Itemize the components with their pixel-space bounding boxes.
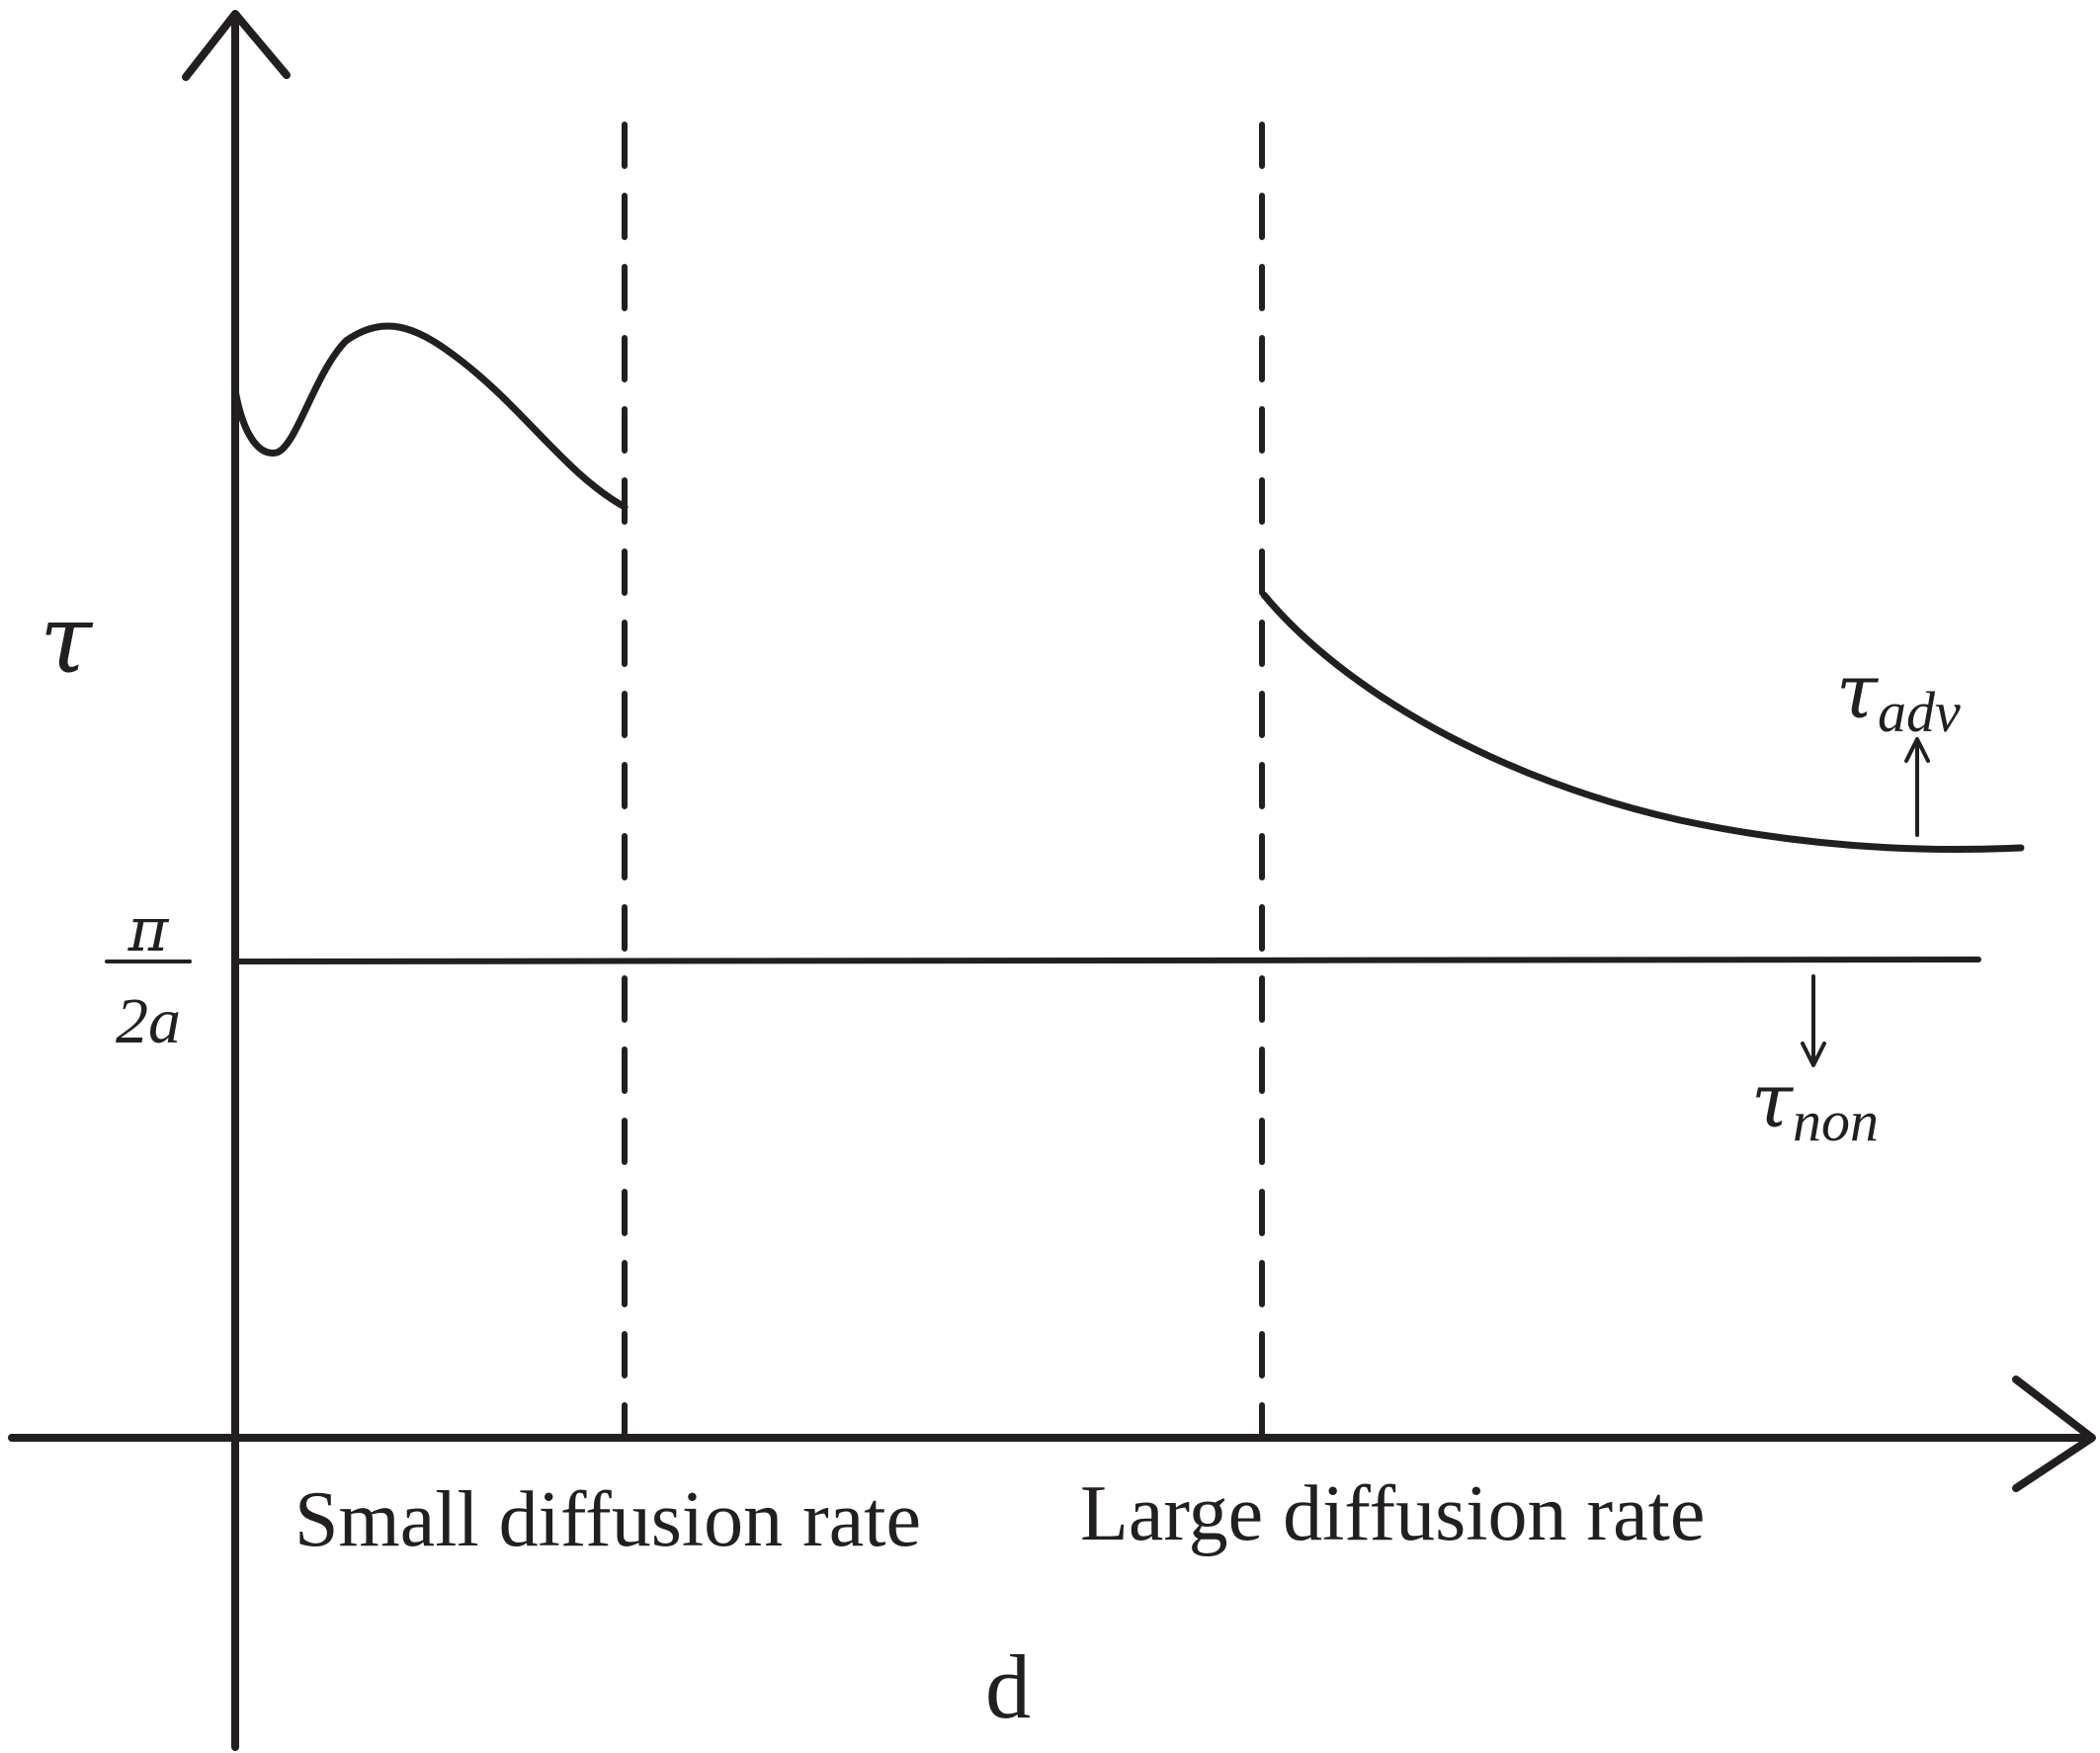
small-diffusion-rate-label: Small diffusion rate — [294, 1476, 921, 1563]
tau-non-annotation: τnon — [1751, 974, 1879, 1153]
tau-adv-annotation: τadv — [1836, 647, 1961, 837]
tau-non-line — [234, 957, 1981, 964]
x-axis-arrowhead — [2012, 1376, 2096, 1492]
x-axis-label: d — [985, 1636, 1031, 1737]
y-axis-label: τ — [40, 584, 94, 695]
curves — [231, 322, 2025, 964]
tau-non-label: τnon — [1751, 1056, 1879, 1153]
tau-adv-arrow-head — [1904, 737, 1930, 763]
baseline-denominator: 2a — [116, 985, 181, 1057]
tau-adv-label: τadv — [1836, 647, 1961, 744]
tau-non-arrow-head — [1801, 1042, 1826, 1067]
tau-adv-curve — [1260, 591, 2025, 854]
baseline-value-label: π 2a — [105, 893, 192, 1057]
baseline-numerator: π — [127, 893, 170, 965]
tau-non-symbol: τ — [1751, 1056, 1795, 1144]
y-axis-arrowhead — [182, 10, 291, 81]
tau-adv-subscript: adv — [1878, 680, 1961, 744]
region-boundaries — [622, 122, 1265, 1438]
small-diffusion-curve — [231, 322, 629, 511]
tau-adv-symbol: τ — [1836, 647, 1880, 735]
tau-non-subscript: non — [1793, 1089, 1879, 1153]
large-diffusion-rate-label: Large diffusion rate — [1080, 1470, 1705, 1557]
axes — [8, 10, 2096, 1751]
